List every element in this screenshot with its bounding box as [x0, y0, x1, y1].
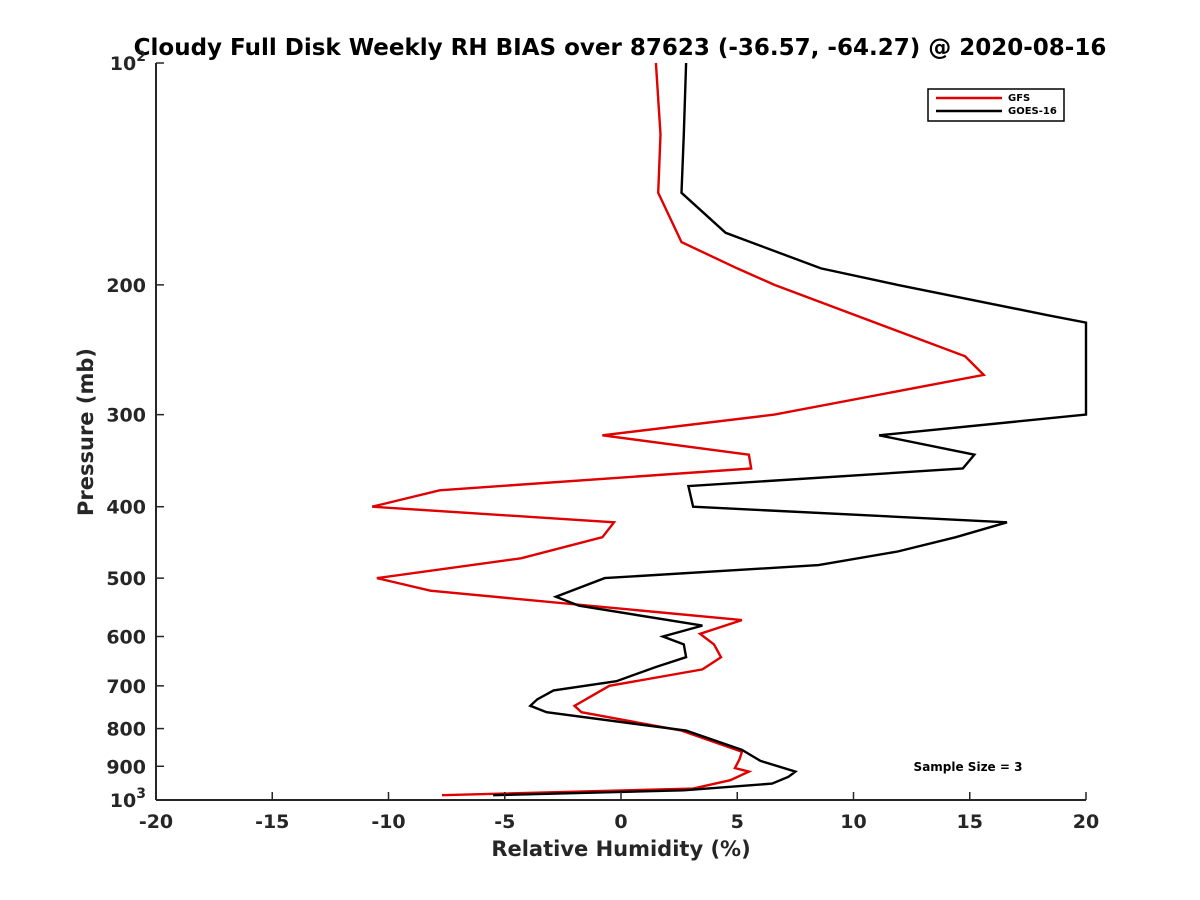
- y-tick-label: 200: [106, 275, 146, 297]
- x-tick-label: 10: [840, 811, 866, 833]
- y-tick-label: 400: [106, 497, 146, 519]
- x-tick-label: 0: [614, 811, 627, 833]
- legend: GFS GOES-16: [927, 88, 1065, 122]
- series-line-gfs: [371, 62, 987, 797]
- x-axis-label: Relative Humidity (%): [491, 837, 750, 861]
- legend-box: [927, 88, 1065, 122]
- plot-area: [371, 62, 1088, 797]
- y-tick-label: 600: [106, 626, 146, 648]
- y-tick-label: 900: [106, 756, 146, 778]
- legend-label-goes-16: GOES-16: [1008, 106, 1057, 117]
- x-tick-label: -10: [371, 811, 405, 833]
- chart-title: Cloudy Full Disk Weekly RH BIAS over 876…: [134, 35, 1107, 61]
- x-tick-label: 5: [731, 811, 744, 833]
- x-tick-label: 15: [957, 811, 983, 833]
- y-tick-label: 700: [106, 676, 146, 698]
- legend-label-gfs: GFS: [1008, 93, 1030, 104]
- y-tick-label: 103: [110, 786, 146, 812]
- y-axis-ticks: 102 200 300 400 500 600 700 800 900 103: [106, 49, 164, 812]
- x-tick-label: -5: [494, 811, 515, 833]
- y-axis-label: Pressure (mb): [74, 348, 98, 516]
- y-tick-label: 500: [106, 568, 146, 590]
- x-axis-ticks: -20 -15 -10 -5 0 5 10 15 20: [139, 792, 1099, 833]
- y-tick-label: 800: [106, 719, 146, 741]
- x-tick-label: -20: [139, 811, 173, 833]
- x-tick-label: -15: [255, 811, 289, 833]
- y-tick-label: 102: [110, 49, 146, 75]
- x-tick-label: 20: [1073, 811, 1099, 833]
- sample-size-annotation: Sample Size = 3: [914, 760, 1023, 774]
- series-line-goes-16: [493, 62, 1088, 797]
- y-tick-label: 300: [106, 405, 146, 427]
